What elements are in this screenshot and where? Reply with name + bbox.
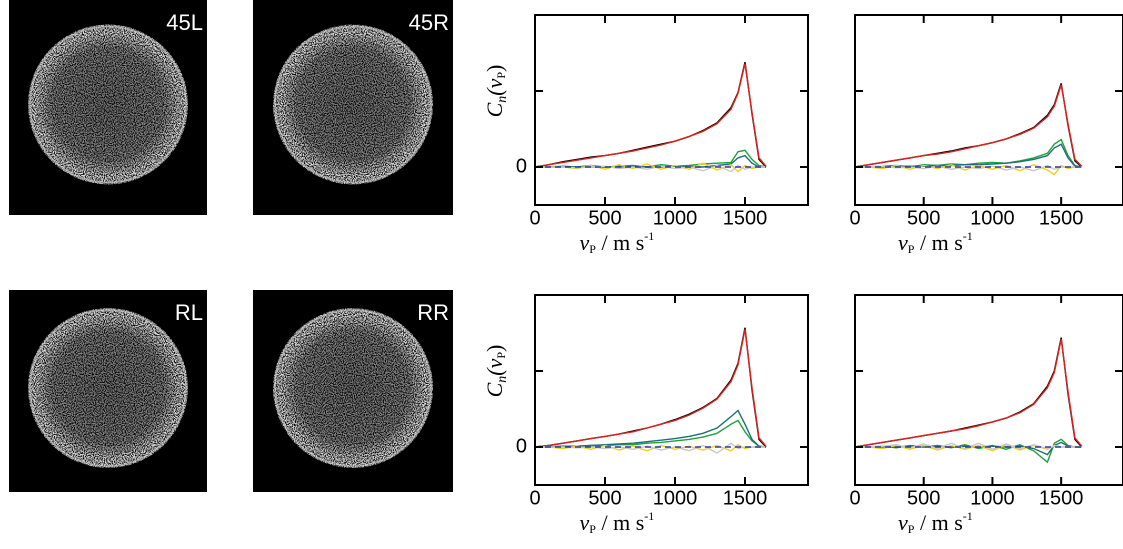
- x-label-sub: P: [908, 242, 915, 256]
- x-tick-label: 1500: [1039, 207, 1084, 229]
- y-label-sub: n: [495, 376, 510, 383]
- x-axis-label: vP / m s-1: [580, 229, 655, 256]
- data-line: [535, 442, 766, 454]
- image-ring: [273, 308, 433, 468]
- data-line: [855, 138, 1082, 168]
- detector-image: RL: [9, 290, 207, 492]
- x-tick-label: 0: [849, 207, 860, 229]
- x-tick-label: 500: [588, 207, 621, 229]
- y-label-symbol: C: [482, 382, 507, 397]
- y-label-arg: (v: [482, 358, 507, 375]
- y-label-close: ): [482, 65, 507, 72]
- x-tick-label: 1500: [723, 487, 768, 509]
- x-tick-label: 1000: [653, 207, 698, 229]
- image-ring-edge: [29, 309, 187, 467]
- y-tick-label: 0: [516, 435, 527, 457]
- x-label-unit: / m s: [596, 230, 644, 255]
- data-line: [854, 337, 1083, 448]
- x-label-sup: -1: [963, 229, 973, 243]
- x-tick-label: 1000: [970, 207, 1015, 229]
- image-label: 45R: [409, 10, 449, 35]
- plot-area: [854, 83, 1083, 176]
- x-tick-label: 1000: [970, 487, 1015, 509]
- data-line: [854, 338, 1083, 448]
- x-tick-label: 500: [907, 207, 940, 229]
- x-tick-label: 0: [849, 487, 860, 509]
- image-label: 45L: [166, 10, 203, 35]
- image-ring: [28, 308, 188, 468]
- y-axis-label: Cn(vP): [482, 65, 510, 118]
- detector-image: 45R: [253, 0, 453, 215]
- x-label-sup: -1: [644, 229, 654, 243]
- y-label-close: ): [482, 345, 507, 352]
- chart: 0 500 1000 1500 vP / m s-1: [849, 294, 1123, 536]
- x-axis-label: vP / m s-1: [898, 229, 973, 256]
- x-label-sub: P: [589, 242, 596, 256]
- x-axis-label: vP / m s-1: [898, 509, 973, 536]
- x-label-unit: / m s: [914, 230, 962, 255]
- x-label-symbol: v: [898, 230, 908, 255]
- y-label-arg-sub: P: [494, 352, 508, 359]
- x-label-unit: / m s: [914, 510, 962, 535]
- x-tick-label: 500: [588, 487, 621, 509]
- y-label-symbol: C: [482, 102, 507, 117]
- x-tick-label: 0: [529, 487, 540, 509]
- data-line: [854, 84, 1083, 168]
- x-label-unit: / m s: [596, 510, 644, 535]
- plot-area: [534, 61, 767, 173]
- axes-frame: [854, 14, 1123, 206]
- x-tick-label: 0: [529, 207, 540, 229]
- image-ring: [28, 24, 188, 185]
- y-tick-label: 0: [516, 155, 527, 177]
- x-tick-label: 1500: [1039, 487, 1084, 509]
- y-axis-label: Cn(vP): [482, 345, 510, 398]
- plot-area: [854, 337, 1083, 464]
- x-tick-label: 1000: [653, 487, 698, 509]
- chart: 0 500 1000 1500 vP / m s-1: [849, 14, 1123, 256]
- data-line: [855, 438, 1082, 464]
- data-line: [534, 61, 767, 168]
- y-label-sub: n: [495, 96, 510, 103]
- y-label-arg-sub: P: [494, 72, 508, 79]
- axes-frame: [534, 14, 809, 206]
- image-label: RL: [175, 300, 203, 325]
- x-label-sub: P: [589, 522, 596, 536]
- data-line: [534, 327, 767, 448]
- image-ring-edge: [274, 309, 432, 467]
- data-line: [534, 63, 767, 168]
- x-label-sup: -1: [963, 509, 973, 523]
- y-label-arg: (v: [482, 78, 507, 95]
- data-line: [534, 329, 767, 448]
- detector-image: RR: [253, 290, 453, 492]
- x-tick-label: 1500: [723, 207, 768, 229]
- plot-area: [534, 327, 767, 454]
- x-tick-label: 500: [907, 487, 940, 509]
- axes-frame: [854, 294, 1123, 486]
- image-ring-edge: [274, 25, 432, 184]
- x-label-sub: P: [908, 522, 915, 536]
- axes-frame: [534, 294, 809, 486]
- x-label-symbol: v: [580, 230, 590, 255]
- x-label-sup: -1: [644, 509, 654, 523]
- image-ring-edge: [29, 25, 187, 184]
- x-label-symbol: v: [580, 510, 590, 535]
- detector-image: 45L: [9, 0, 207, 215]
- image-label: RR: [417, 300, 449, 325]
- image-ring: [273, 24, 433, 185]
- x-label-symbol: v: [898, 510, 908, 535]
- x-axis-label: vP / m s-1: [580, 509, 655, 536]
